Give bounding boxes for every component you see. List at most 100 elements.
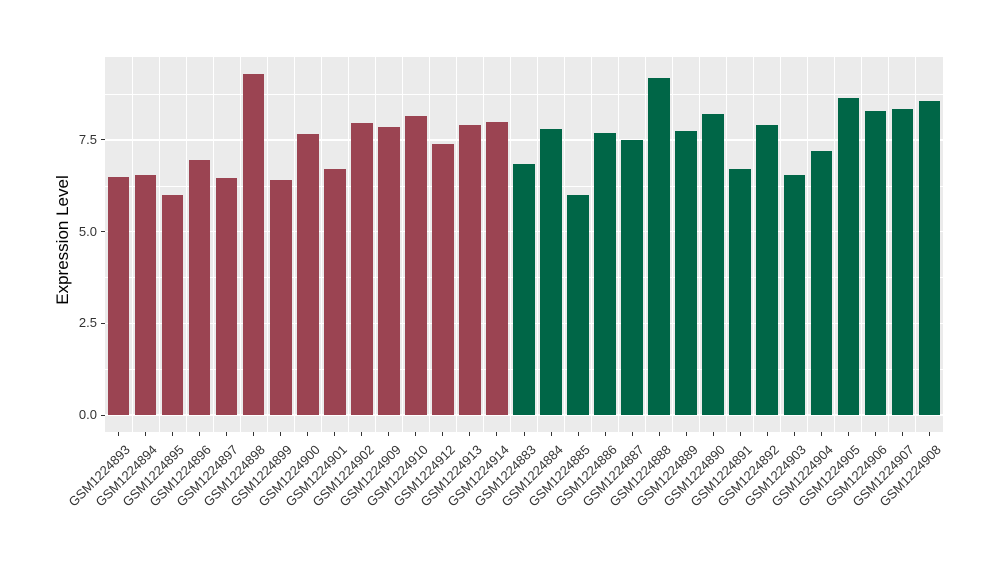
bar: [594, 132, 616, 415]
vertical-gridline: [699, 57, 701, 432]
bar: [648, 77, 670, 415]
y-tick-label: 2.5: [78, 315, 97, 331]
x-tick-mark: [415, 432, 417, 436]
vertical-gridline: [347, 57, 349, 432]
bar: [351, 123, 373, 415]
x-tick-mark: [874, 432, 876, 436]
x-tick-mark: [712, 432, 714, 436]
bar: [215, 178, 238, 415]
vertical-gridline: [401, 57, 403, 432]
minor-gridline: [105, 94, 943, 95]
x-tick-mark: [442, 432, 444, 436]
x-tick-mark: [550, 432, 552, 436]
vertical-gridline: [861, 57, 863, 432]
vertical-gridline: [320, 57, 322, 432]
x-tick-mark: [145, 432, 147, 436]
x-tick-mark: [604, 432, 606, 436]
vertical-gridline: [374, 57, 376, 432]
vertical-gridline: [726, 57, 728, 432]
bar: [810, 150, 833, 415]
x-tick-mark: [766, 432, 768, 436]
x-tick-mark: [199, 432, 201, 436]
x-tick-mark: [469, 432, 471, 436]
x-tick-mark: [361, 432, 363, 436]
vertical-gridline: [564, 57, 566, 432]
vertical-gridline: [455, 57, 457, 432]
x-tick-mark: [847, 432, 849, 436]
vertical-gridline: [293, 57, 295, 432]
x-tick-mark: [226, 432, 228, 436]
vertical-gridline: [888, 57, 890, 432]
x-tick-mark: [793, 432, 795, 436]
x-tick-mark: [577, 432, 579, 436]
vertical-gridline: [428, 57, 430, 432]
bar: [323, 169, 346, 415]
x-tick-mark: [739, 432, 741, 436]
bar: [188, 160, 211, 415]
x-tick-mark: [685, 432, 687, 436]
bar: [540, 128, 562, 415]
bar: [567, 194, 589, 415]
bar: [107, 176, 130, 415]
bar: [405, 116, 427, 415]
bar: [864, 110, 887, 415]
bar: [296, 134, 319, 415]
bar: [242, 73, 265, 415]
y-tick-mark: [101, 231, 105, 233]
vertical-gridline: [672, 57, 674, 432]
y-tick-label: 0.0: [78, 407, 97, 422]
x-tick-mark: [901, 432, 903, 436]
x-tick-mark: [496, 432, 498, 436]
y-tick-label: 7.5: [78, 131, 97, 147]
bar: [134, 174, 157, 415]
x-tick-mark: [280, 432, 282, 436]
bar: [729, 169, 752, 415]
x-tick-mark: [388, 432, 390, 436]
bar: [891, 108, 914, 415]
bar: [702, 114, 725, 415]
y-tick-label: 5.0: [78, 223, 97, 239]
x-tick-mark: [631, 432, 633, 436]
x-tick-mark: [307, 432, 309, 436]
bar: [783, 174, 806, 415]
bar: [378, 127, 400, 415]
bar: [161, 194, 184, 415]
bar: [459, 125, 481, 415]
vertical-gridline: [915, 57, 917, 432]
vertical-gridline: [482, 57, 484, 432]
vertical-gridline: [834, 57, 836, 432]
vertical-gridline: [591, 57, 593, 432]
vertical-gridline: [618, 57, 620, 432]
bar: [918, 101, 941, 415]
x-tick-mark: [334, 432, 336, 436]
vertical-gridline: [645, 57, 647, 432]
vertical-gridline: [131, 57, 133, 432]
x-tick-mark: [820, 432, 822, 436]
x-tick-mark: [172, 432, 174, 436]
vertical-gridline: [807, 57, 809, 432]
bar: [621, 139, 643, 415]
major-gridline: [105, 414, 943, 416]
y-tick-mark: [101, 322, 105, 324]
bar: [837, 97, 860, 415]
vertical-gridline: [266, 57, 268, 432]
vertical-gridline: [537, 57, 539, 432]
plot-panel: [105, 57, 943, 432]
y-tick-mark: [101, 139, 105, 141]
y-axis-title: Expression Level: [53, 175, 72, 305]
bar: [269, 180, 292, 415]
bar: [432, 143, 454, 415]
bar: [675, 130, 697, 415]
x-tick-mark: [523, 432, 525, 436]
vertical-gridline: [753, 57, 755, 432]
bar: [756, 125, 779, 415]
bar: [513, 163, 535, 415]
vertical-gridline: [780, 57, 782, 432]
x-tick-mark: [253, 432, 255, 436]
x-tick-mark: [658, 432, 660, 436]
vertical-gridline: [185, 57, 187, 432]
major-gridline: [105, 139, 943, 141]
vertical-gridline: [239, 57, 241, 432]
y-tick-mark: [101, 414, 105, 416]
